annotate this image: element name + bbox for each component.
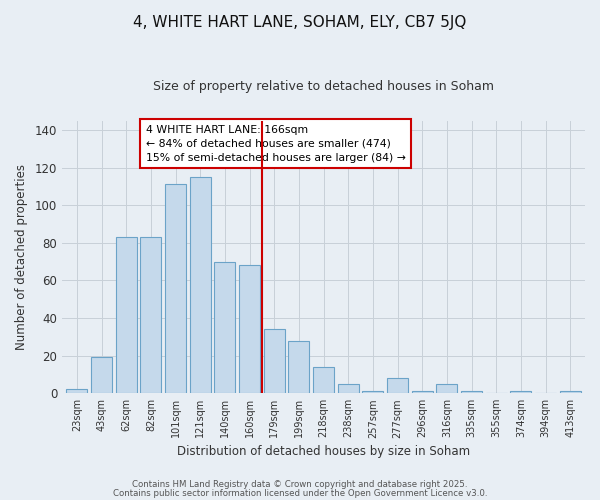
Text: 4 WHITE HART LANE: 166sqm
← 84% of detached houses are smaller (474)
15% of semi: 4 WHITE HART LANE: 166sqm ← 84% of detac… <box>146 124 406 162</box>
Title: Size of property relative to detached houses in Soham: Size of property relative to detached ho… <box>153 80 494 93</box>
Bar <box>436 384 457 393</box>
Bar <box>91 358 112 393</box>
Bar <box>264 330 285 393</box>
Y-axis label: Number of detached properties: Number of detached properties <box>15 164 28 350</box>
Bar <box>67 390 88 393</box>
Bar <box>511 392 532 393</box>
Bar <box>461 392 482 393</box>
Bar <box>412 392 433 393</box>
Bar <box>140 237 161 393</box>
Bar <box>116 237 137 393</box>
Bar <box>338 384 359 393</box>
Bar <box>313 367 334 393</box>
Bar <box>239 266 260 393</box>
Bar <box>190 177 211 393</box>
Text: 4, WHITE HART LANE, SOHAM, ELY, CB7 5JQ: 4, WHITE HART LANE, SOHAM, ELY, CB7 5JQ <box>133 15 467 30</box>
Bar <box>165 184 186 393</box>
Text: Contains HM Land Registry data © Crown copyright and database right 2025.: Contains HM Land Registry data © Crown c… <box>132 480 468 489</box>
Bar <box>387 378 408 393</box>
Bar <box>289 340 310 393</box>
Bar <box>560 392 581 393</box>
Text: Contains public sector information licensed under the Open Government Licence v3: Contains public sector information licen… <box>113 488 487 498</box>
Bar <box>214 262 235 393</box>
Bar <box>362 392 383 393</box>
X-axis label: Distribution of detached houses by size in Soham: Distribution of detached houses by size … <box>177 444 470 458</box>
